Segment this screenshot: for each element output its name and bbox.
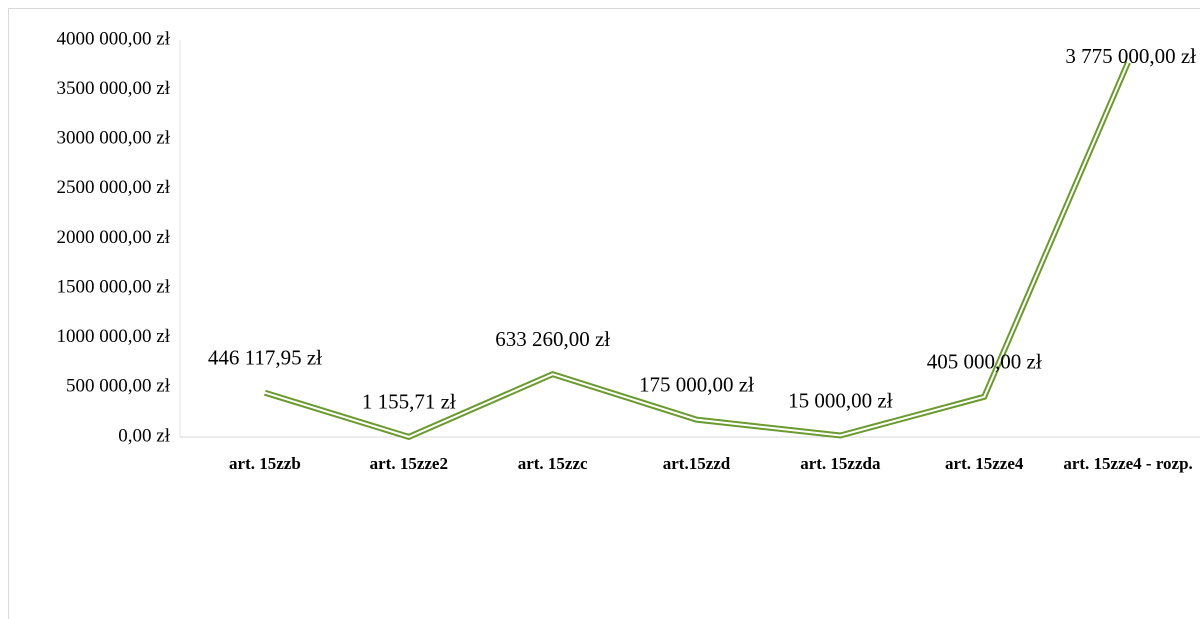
x-tick-label: art. 15zzb [229,454,301,473]
x-tick-label: art. 15zze4 [945,454,1024,473]
line-series-inner [264,61,1129,438]
data-label: 633 260,00 zł [495,327,610,351]
y-tick-label: 2000 000,00 zł [57,227,171,248]
data-label: 15 000,00 zł [788,388,893,412]
x-tick-label: art. 15zze4 - rozp. [1063,454,1193,473]
data-label: 175 000,00 zł [639,372,754,396]
x-tick-label: art.15zzd [662,454,731,473]
data-label: 3 775 000,00 zł [1065,44,1196,68]
x-tick-label: art. 15zzda [800,454,881,473]
y-tick-label: 1500 000,00 zł [57,276,171,297]
y-tick-label: 1000 000,00 zł [57,326,171,347]
y-tick-label: 500 000,00 zł [66,376,171,397]
data-label: 446 117,95 zł [208,346,322,370]
x-tick-label: art. 15zze2 [369,454,448,473]
y-tick-label: 0,00 zł [118,425,170,446]
y-tick-label: 3000 000,00 zł [57,128,171,149]
y-tick-label: 3500 000,00 zł [57,78,171,99]
y-tick-label: 4000 000,00 zł [57,28,171,49]
frame [8,8,1200,619]
data-label: 1 155,71 zł [362,390,456,414]
data-label: 405 000,00 zł [927,350,1042,374]
y-tick-label: 2500 000,00 zł [57,177,171,198]
x-tick-label: art. 15zzc [517,454,588,473]
